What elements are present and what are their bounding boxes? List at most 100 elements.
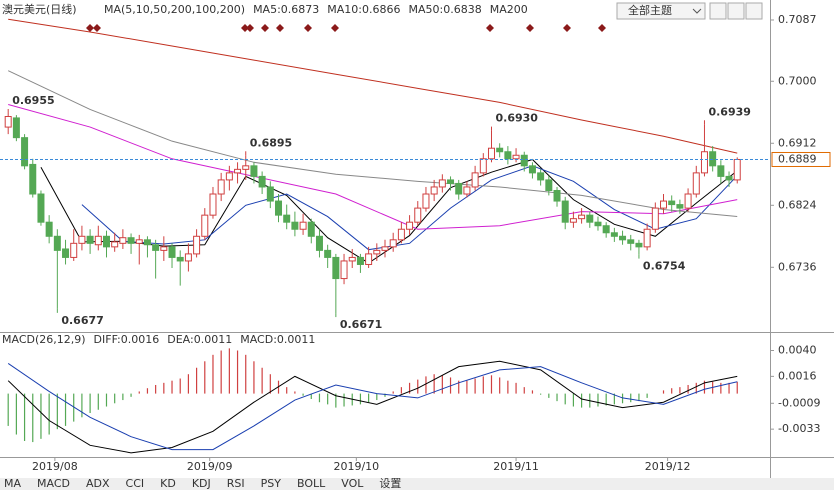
candle-body xyxy=(53,235,61,251)
indicator-tab[interactable]: 设置 xyxy=(379,477,401,490)
indicator-tab[interactable]: CCI xyxy=(126,477,145,490)
candle-body xyxy=(578,214,586,220)
candle-body xyxy=(102,235,110,248)
candle-body xyxy=(143,239,151,246)
candle-body xyxy=(94,235,102,246)
legend-entry: MA5:0.6873 xyxy=(253,3,319,16)
x-tick-label: 2019/08 xyxy=(32,460,78,473)
candle-body xyxy=(4,116,12,128)
candle-body xyxy=(397,228,405,241)
candle-body xyxy=(684,193,692,209)
y-tick-label: 0.0040 xyxy=(778,344,817,357)
tab-bar xyxy=(0,478,834,490)
candle-body xyxy=(299,221,307,230)
candle-body xyxy=(471,172,479,188)
legend-entry: MA200 xyxy=(490,3,528,16)
price-annotation: 0.6754 xyxy=(643,260,686,273)
nav-button[interactable] xyxy=(727,2,745,20)
indicator-header: DEA:0.0011 xyxy=(167,333,232,346)
candle-body xyxy=(283,214,291,223)
y-tick-label: 0.6736 xyxy=(778,260,817,273)
candle-body xyxy=(356,256,364,265)
indicator-tab[interactable]: ADX xyxy=(86,477,110,490)
candle-body xyxy=(332,256,340,280)
nav-button[interactable] xyxy=(709,2,727,20)
candle-body xyxy=(660,200,668,209)
candle-body xyxy=(275,200,283,216)
indicator-tab[interactable]: MA xyxy=(4,477,21,490)
candle-body xyxy=(479,158,487,174)
candle-body xyxy=(676,204,684,209)
candle-body xyxy=(127,237,135,244)
theme-button[interactable] xyxy=(616,2,706,20)
candle-body xyxy=(438,179,446,188)
indicator-header: MACD(26,12,9) xyxy=(2,333,86,346)
candle-body xyxy=(512,154,520,160)
candle-body xyxy=(365,253,373,265)
indicator-tab[interactable]: RSI xyxy=(227,477,245,490)
candle-body xyxy=(225,172,233,181)
candle-body xyxy=(504,151,512,160)
candle-body xyxy=(78,235,86,244)
ma-line xyxy=(81,165,738,251)
candle-body xyxy=(324,249,332,258)
legend-entry: MA(5,10,50,200,100,200) xyxy=(104,3,245,16)
price-annotation: 0.6955 xyxy=(12,94,54,107)
candle-body xyxy=(348,256,356,262)
indicator-tab[interactable]: VOL xyxy=(341,477,364,490)
candle-body xyxy=(586,214,594,223)
candle-body xyxy=(610,232,618,237)
candle-body xyxy=(561,200,569,223)
y-tick-label: 0.7087 xyxy=(778,13,817,26)
candle-body xyxy=(602,225,610,234)
y-tick-label: 0.6824 xyxy=(778,198,817,211)
candle-body xyxy=(234,168,242,174)
legend-entry: MA50:0.6838 xyxy=(409,3,482,16)
price-annotation: 0.6671 xyxy=(340,318,382,331)
candle-body xyxy=(160,246,168,251)
last-price-label: 0.6889 xyxy=(778,152,817,165)
candle-body xyxy=(201,214,209,237)
candle-body xyxy=(406,221,414,230)
candle-body xyxy=(152,244,160,251)
indicator-tab[interactable]: KD xyxy=(160,477,176,490)
candle-body xyxy=(643,228,651,248)
candle-body xyxy=(717,165,725,177)
y-tick-label: 0.7000 xyxy=(778,74,817,87)
candle-body xyxy=(553,189,561,202)
ma-line xyxy=(7,70,738,218)
candle-body xyxy=(340,260,348,280)
indicator-tab[interactable]: KDJ xyxy=(192,477,211,490)
candle-body xyxy=(430,186,438,195)
candle-body xyxy=(414,207,422,223)
price-annotation: 0.6895 xyxy=(250,136,292,149)
candle-body xyxy=(258,175,266,188)
candle-body xyxy=(29,163,37,195)
nav-button[interactable] xyxy=(745,2,763,20)
candle-body xyxy=(250,165,258,177)
candle-body xyxy=(62,248,70,258)
candle-body xyxy=(496,147,504,153)
macd-line xyxy=(7,363,738,451)
indicator-tab[interactable]: BOLL xyxy=(297,477,326,490)
candle-body xyxy=(725,175,733,181)
candle-body xyxy=(307,221,315,237)
candle-body xyxy=(111,241,119,248)
indicator-header: MACD:0.0011 xyxy=(240,333,315,346)
legend-entry: MA10:0.6866 xyxy=(327,3,400,16)
event-markers xyxy=(86,24,606,32)
x-tick-label: 2019/11 xyxy=(493,460,539,473)
candle-body xyxy=(528,165,536,174)
candle-body xyxy=(86,235,94,244)
theme-button-label[interactable]: 全部主题 xyxy=(628,3,672,17)
candle-body xyxy=(389,239,397,248)
indicator-tab[interactable]: PSY xyxy=(261,477,282,490)
price-annotation: 0.6677 xyxy=(61,314,103,327)
candle-body xyxy=(651,207,659,230)
y-tick-label: 0.0016 xyxy=(778,369,817,382)
candle-body xyxy=(266,186,274,202)
indicator-tab[interactable]: MACD xyxy=(37,477,70,490)
